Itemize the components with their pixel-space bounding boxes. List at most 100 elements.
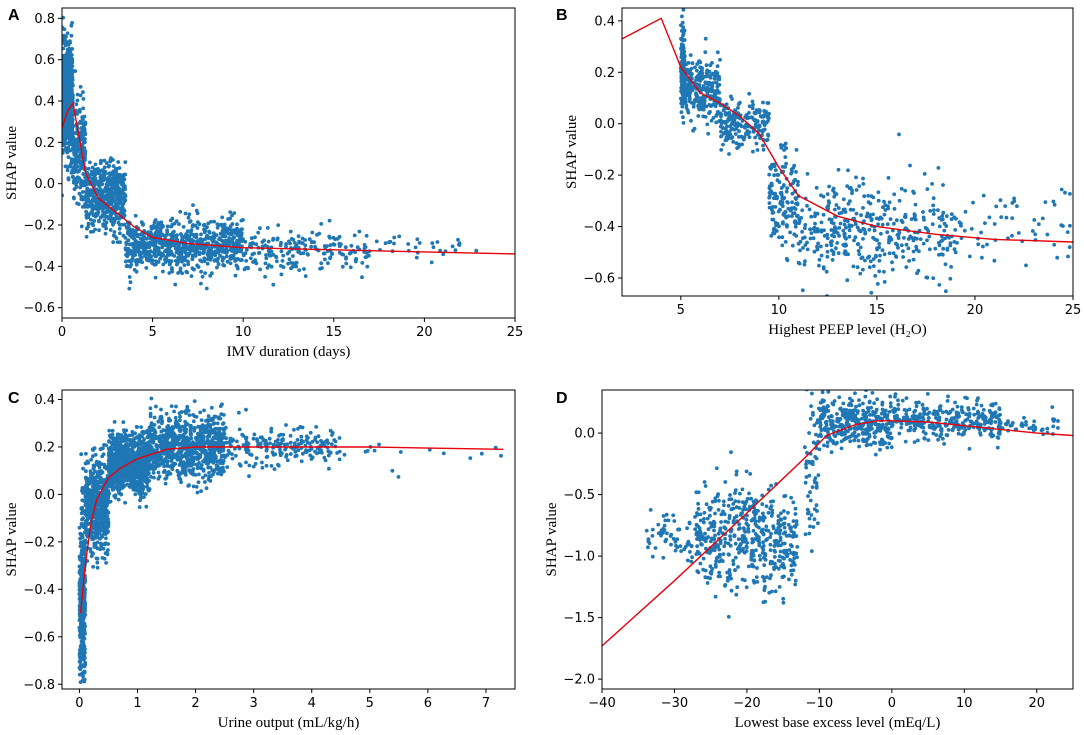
scatter-point (113, 199, 117, 203)
scatter-point (158, 233, 162, 237)
scatter-point (870, 194, 874, 198)
scatter-point (839, 222, 843, 226)
x-tick-label: 0 (58, 325, 66, 340)
scatter-point (792, 179, 796, 183)
scatter-point (765, 138, 769, 142)
scatter-point (94, 181, 98, 185)
scatter-point (703, 80, 707, 84)
scatter-point (703, 50, 707, 54)
scatter-point (861, 256, 865, 260)
scatter-point (225, 231, 229, 235)
scatter-point (348, 252, 352, 256)
scatter-point (783, 213, 787, 217)
scatter-point (281, 259, 285, 263)
scatter-point (198, 258, 202, 262)
scatter-point (837, 251, 841, 255)
scatter-point (820, 230, 824, 234)
scatter-point (397, 235, 401, 239)
scatter-point (79, 120, 83, 124)
scatter-point (1010, 216, 1014, 220)
scatter-point (213, 254, 217, 258)
scatter-point (310, 231, 314, 235)
scatter-point (111, 240, 115, 244)
scatter-point (190, 274, 194, 278)
scatter-point (64, 35, 68, 39)
scatter-point (849, 186, 853, 190)
scatter-point (774, 168, 778, 172)
scatter-point (94, 163, 98, 167)
scatter-point (206, 262, 210, 266)
scatter-point (72, 197, 76, 201)
scatter-point (215, 266, 219, 270)
scatter-point (127, 259, 131, 263)
scatter-point (67, 145, 71, 149)
scatter-point (877, 242, 881, 246)
scatter-point (854, 176, 858, 180)
scatter-point (93, 214, 97, 218)
scatter-point (787, 214, 791, 218)
scatter-point (252, 252, 256, 256)
scatter-point (888, 251, 892, 255)
scatter-point (165, 258, 169, 262)
scatter-point (111, 179, 115, 183)
scatter-point (910, 217, 914, 221)
scatter-point (701, 115, 705, 119)
scatter-point (895, 218, 899, 222)
scatter-point (854, 235, 858, 239)
scatter-point (875, 217, 879, 221)
trend-line (622, 18, 1073, 242)
scatter-point (724, 113, 728, 117)
scatter-point (312, 240, 316, 244)
scatter-point (118, 199, 122, 203)
scatter-point (914, 218, 918, 222)
scatter-point (728, 111, 732, 115)
scatter-point (185, 271, 189, 275)
scatter-point (84, 476, 88, 480)
scatter-point (136, 233, 140, 237)
scatter-point (84, 452, 88, 456)
scatter-point (389, 240, 393, 244)
scatter-point (240, 219, 244, 223)
scatter-point (861, 237, 865, 241)
y-tick-label: 0.0 (594, 117, 615, 132)
scatter-point (685, 83, 689, 87)
scatter-point (917, 269, 921, 273)
scatter-point (96, 566, 100, 570)
scatter-point (768, 165, 772, 169)
scatter-point (80, 723, 84, 727)
scatter-point (280, 249, 284, 253)
scatter-point (689, 53, 693, 57)
scatter-point (883, 280, 887, 284)
scatter-point (786, 258, 790, 262)
scatter-point (913, 236, 917, 240)
scatter-point (98, 537, 102, 541)
scatter-point (83, 115, 87, 119)
scatter-point (936, 309, 940, 313)
scatter-point (705, 71, 709, 75)
x-tick-label: 25 (507, 325, 524, 340)
scatter-point (73, 158, 77, 162)
scatter-point (83, 701, 87, 705)
scatter-point (454, 248, 458, 252)
scatter-point (808, 227, 812, 231)
scatter-point (105, 161, 109, 165)
scatter-point (945, 214, 949, 218)
scatter-point (67, 176, 71, 180)
scatter-point (165, 230, 169, 234)
scatter-point (156, 225, 160, 229)
scatter-point (102, 188, 106, 192)
scatter-point (231, 240, 235, 244)
scatter-point (291, 254, 295, 258)
scatter-point (822, 213, 826, 217)
scatter-point (768, 186, 772, 190)
x-tick-label: 20 (967, 303, 984, 318)
scatter-point (328, 236, 332, 240)
scatter-point (89, 211, 93, 215)
scatter-point (115, 207, 119, 211)
scatter-point (776, 173, 780, 177)
scatter-point (790, 200, 794, 204)
scatter-point (1068, 192, 1072, 196)
scatter-point (141, 223, 145, 227)
scatter-point (848, 229, 852, 233)
scatter-point (192, 268, 196, 272)
